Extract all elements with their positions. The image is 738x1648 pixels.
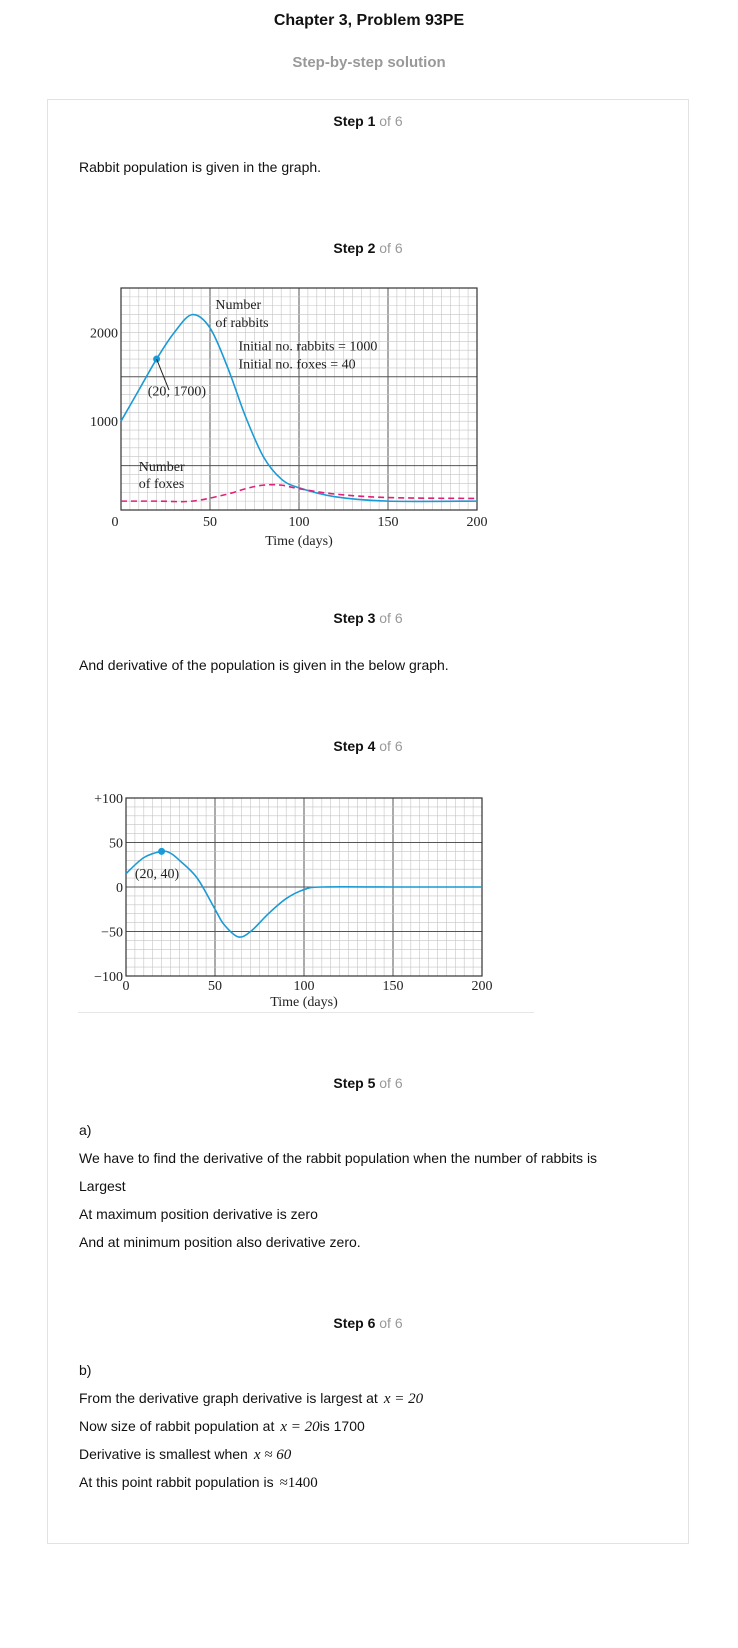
step-5-line-4: And at minimum position also derivative … bbox=[79, 1234, 361, 1250]
y-tick-label: 2000 bbox=[90, 326, 118, 341]
text: At this point rabbit population is bbox=[79, 1474, 274, 1490]
x-tick-label: 200 bbox=[472, 979, 493, 994]
step-label: Step 2 bbox=[333, 240, 376, 256]
step-count: of 6 bbox=[379, 1075, 403, 1091]
annotation-foxes-line1: Number bbox=[139, 460, 185, 475]
step-count: of 6 bbox=[379, 610, 403, 626]
step-count: of 6 bbox=[379, 240, 403, 256]
x-tick-label: 0 bbox=[123, 979, 130, 994]
x-tick-label: 50 bbox=[203, 515, 217, 530]
series-line-foxes bbox=[121, 483, 478, 503]
step-6-line-3: Derivative is smallest when x ≈ 60 bbox=[79, 1440, 291, 1469]
step-label: Step 5 bbox=[333, 1075, 376, 1091]
chart-divider bbox=[78, 1012, 534, 1013]
step-label: Step 6 bbox=[333, 1315, 376, 1331]
point-label: (20, 40) bbox=[135, 867, 180, 882]
step-6-line-1: From the derivative graph derivative is … bbox=[79, 1384, 423, 1413]
step-1-panel: Step 1 of 6 Rabbit population is given i… bbox=[47, 99, 689, 229]
rabbit-fox-population-chart: 0 50 100 150 200 1000 2000 Time (days) Number of … bbox=[90, 287, 488, 549]
step-6-line-2: Now size of rabbit population at x = 20is… bbox=[79, 1412, 365, 1441]
step-5-header: Step 5 of 6 bbox=[48, 1075, 688, 1091]
x-axis-label: Time (days) bbox=[265, 534, 333, 549]
step-5-line-3: At maximum position derivative is zero bbox=[79, 1206, 318, 1222]
point-label: (20, 1700) bbox=[148, 384, 207, 399]
x-tick-label: 50 bbox=[208, 979, 222, 994]
step-count: of 6 bbox=[379, 113, 403, 129]
annotation-leader bbox=[156, 358, 170, 391]
step-3-text: And derivative of the population is give… bbox=[79, 657, 449, 673]
derivative-chart: 0 50 100 150 200 +100 50 0 −50 −100 Time (days) (20… bbox=[94, 792, 493, 1010]
y-tick-label: −50 bbox=[101, 926, 123, 941]
step-6-panel: Step 6 of 6 b) From the derivative graph… bbox=[47, 1303, 689, 1544]
y-tick-label: 1000 bbox=[90, 415, 118, 430]
x-tick-label: 150 bbox=[378, 515, 399, 530]
annotation-foxes-line2: of foxes bbox=[139, 477, 185, 492]
series-line-derivative bbox=[125, 850, 482, 938]
y-tick-label: −100 bbox=[94, 970, 123, 985]
step-3-panel: Step 3 of 6 And derivative of the popula… bbox=[47, 598, 689, 727]
step-2-header: Step 2 of 6 bbox=[48, 240, 688, 256]
math-expression: x = 20 bbox=[280, 1419, 320, 1435]
step-3-header: Step 3 of 6 bbox=[48, 610, 688, 626]
x-tick-label: 150 bbox=[383, 979, 404, 994]
step-6-line-4: At this point rabbit population is ≈1400 bbox=[79, 1468, 318, 1497]
step-5-line-a: a) bbox=[79, 1122, 92, 1138]
step-count: of 6 bbox=[379, 738, 403, 754]
step-count: of 6 bbox=[379, 1315, 403, 1331]
page-subtitle: Step-by-step solution bbox=[292, 54, 446, 71]
x-tick-label: 100 bbox=[294, 979, 315, 994]
text: Now size of rabbit population at bbox=[79, 1418, 275, 1434]
step-label: Step 4 bbox=[333, 738, 376, 754]
series-line-rabbits bbox=[120, 313, 478, 503]
step-label: Step 3 bbox=[333, 610, 376, 626]
step-4-header: Step 4 of 6 bbox=[48, 738, 688, 754]
step-6-line-b: b) bbox=[79, 1362, 92, 1378]
step-6-header: Step 6 of 6 bbox=[48, 1315, 688, 1331]
text: Derivative is smallest when bbox=[79, 1446, 248, 1462]
step-5-panel: Step 5 of 6 a) We have to find the deriv… bbox=[47, 1063, 689, 1304]
step-label: Step 1 bbox=[333, 113, 376, 129]
page-title: Chapter 3, Problem 93PE bbox=[273, 12, 465, 29]
step-1-text: Rabbit population is given in the graph. bbox=[79, 159, 322, 175]
step-5-line-1: We have to find the derivative of the ra… bbox=[79, 1150, 598, 1166]
data-point bbox=[158, 847, 166, 855]
step-2-panel: Step 2 of 6 0 50 100 150 200 1000 2000 Time (da… bbox=[47, 228, 689, 599]
step-5-line-2: Largest bbox=[79, 1178, 126, 1194]
x-tick-label: 200 bbox=[467, 515, 488, 530]
step-4-panel: Step 4 of 6 0 50 100 150 200 +100 50 0 −50 −100 Ti… bbox=[47, 726, 689, 1064]
math-expression: ≈1400 bbox=[279, 1475, 318, 1491]
text: is 1700 bbox=[319, 1418, 365, 1434]
math-expression: x = 20 bbox=[383, 1391, 424, 1407]
y-tick-label: 50 bbox=[109, 837, 123, 852]
plot-border bbox=[120, 287, 478, 511]
x-tick-label: 0 bbox=[112, 515, 119, 530]
x-axis-label: Time (days) bbox=[270, 995, 338, 1010]
x-tick-label: 100 bbox=[289, 515, 310, 530]
annotation-initial-rabbits: Initial no. rabbits = 1000 bbox=[238, 340, 377, 355]
y-tick-label: 0 bbox=[116, 881, 123, 896]
annotation-rabbits-line1: Number bbox=[215, 298, 261, 313]
annotation-rabbits-line2: of rabbits bbox=[215, 316, 268, 331]
y-tick-label: +100 bbox=[94, 792, 123, 807]
text: From the derivative graph derivative is … bbox=[79, 1390, 378, 1406]
step-1-header: Step 1 of 6 bbox=[48, 113, 688, 129]
math-expression: x ≈ 60 bbox=[253, 1447, 292, 1463]
annotation-initial-foxes: Initial no. foxes = 40 bbox=[238, 357, 355, 372]
